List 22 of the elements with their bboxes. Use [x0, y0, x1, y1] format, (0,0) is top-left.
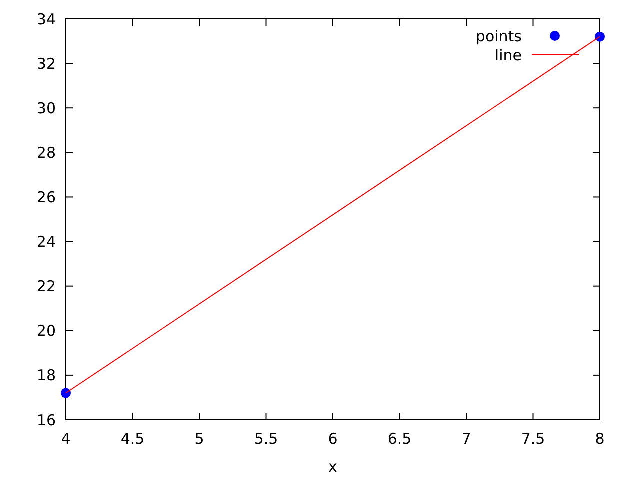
legend-label: points [476, 27, 522, 46]
x-tick-label: 4.5 [120, 430, 145, 448]
x-tick-label: 7.5 [521, 430, 546, 448]
y-tick-label: 24 [36, 233, 56, 252]
x-tick-label: 6 [328, 430, 338, 448]
y-tick-label: 20 [36, 322, 56, 340]
x-tick-label: 8 [595, 430, 605, 448]
y-tick-label: 16 [36, 411, 56, 430]
legend-label: line [494, 46, 522, 64]
y-tick-label: 34 [36, 10, 56, 28]
y-tick-label: 28 [36, 144, 56, 162]
y-tick-label: 26 [36, 188, 56, 206]
x-axis-title: x [328, 458, 338, 476]
y-tick-label: 18 [36, 366, 56, 385]
x-tick-label: 4 [61, 430, 71, 448]
y-tick-label: 30 [36, 99, 56, 118]
y-tick-label: 22 [36, 278, 56, 296]
x-tick-label: 5.5 [254, 430, 278, 448]
x-tick-label: 6.5 [388, 430, 412, 448]
y-tick-label: 32 [36, 54, 56, 73]
x-tick-label: 7 [462, 430, 472, 448]
x-tick-label: 5 [194, 430, 204, 448]
